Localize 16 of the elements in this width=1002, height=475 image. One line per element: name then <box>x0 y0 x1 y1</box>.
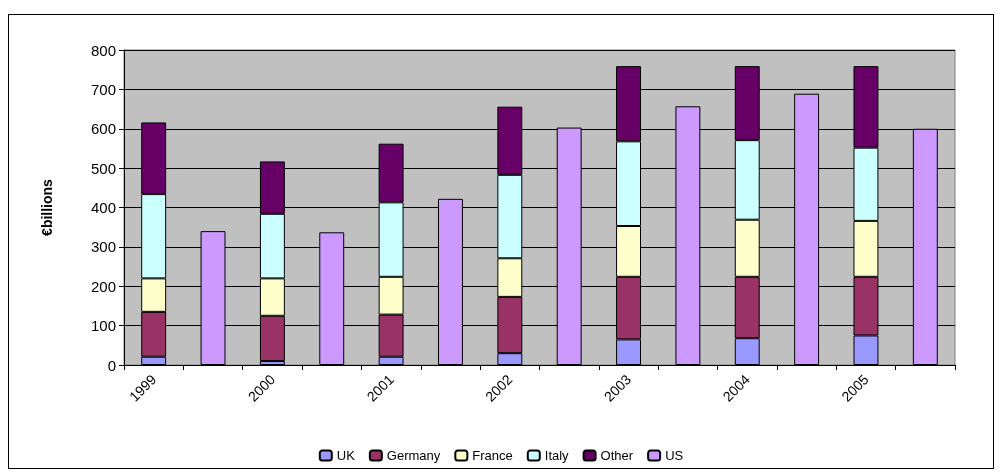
y-tick-label: 0 <box>107 356 116 374</box>
y-tick-label: 100 <box>90 317 116 335</box>
y-tick-label: 600 <box>90 120 116 138</box>
y-tick-label: 700 <box>90 80 116 98</box>
legend-label: France <box>472 448 513 463</box>
legend-label: Italy <box>544 448 570 463</box>
legend-label: Germany <box>386 448 441 463</box>
y-tick-label: 300 <box>90 238 116 256</box>
y-axis-title: €billions <box>39 178 55 236</box>
y-tick-label: 200 <box>90 277 116 295</box>
y-tick-label: 800 <box>90 41 116 59</box>
y-tick-label: 400 <box>90 199 116 216</box>
legend-label: UK <box>336 448 356 463</box>
y-tick-label: 500 <box>90 159 116 177</box>
legend-label: US <box>665 448 684 463</box>
legend-label: Other <box>600 448 634 463</box>
